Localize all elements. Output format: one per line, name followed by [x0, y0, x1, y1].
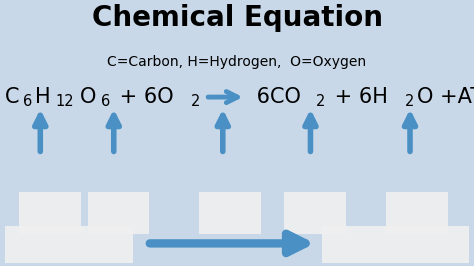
Text: 6CO: 6CO	[250, 87, 301, 107]
Text: C: C	[5, 87, 19, 107]
Text: O +ATP: O +ATP	[418, 87, 474, 107]
FancyBboxPatch shape	[5, 226, 133, 263]
Text: 12: 12	[55, 94, 74, 109]
FancyBboxPatch shape	[322, 226, 469, 263]
Text: 2: 2	[191, 94, 200, 109]
Text: + 6H: + 6H	[328, 87, 388, 107]
Text: Chemical Equation: Chemical Equation	[91, 4, 383, 32]
FancyBboxPatch shape	[386, 192, 448, 234]
Text: 6: 6	[23, 94, 33, 109]
FancyBboxPatch shape	[19, 192, 81, 234]
Text: H: H	[36, 87, 51, 107]
FancyBboxPatch shape	[284, 192, 346, 234]
Text: O: O	[80, 87, 96, 107]
Text: C=Carbon, H=Hydrogen,  O=Oxygen: C=Carbon, H=Hydrogen, O=Oxygen	[108, 55, 366, 69]
FancyBboxPatch shape	[199, 192, 261, 234]
Text: 2: 2	[405, 94, 415, 109]
FancyBboxPatch shape	[88, 192, 149, 234]
Text: + 6O: + 6O	[113, 87, 173, 107]
Text: 2: 2	[316, 94, 325, 109]
Text: 6: 6	[100, 94, 110, 109]
